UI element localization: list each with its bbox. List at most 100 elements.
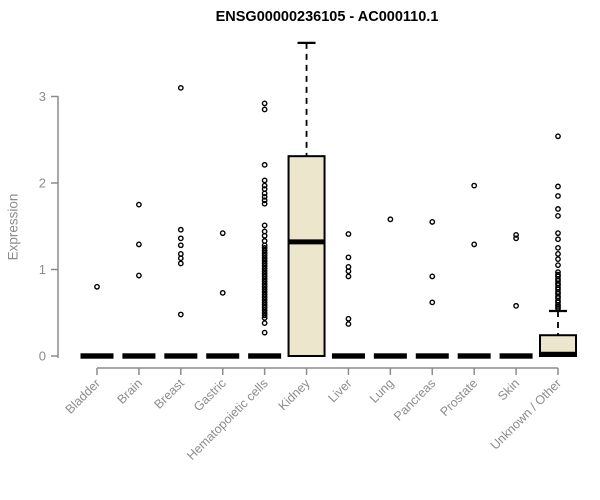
outlier-point <box>555 183 561 190</box>
flat-box-pancreas <box>415 353 449 359</box>
outlier-point <box>261 257 268 264</box>
outlier-point <box>261 100 268 107</box>
outlier-point <box>261 200 268 207</box>
outlier-point <box>555 244 561 251</box>
outlier-point <box>219 289 226 296</box>
flat-box-skin <box>499 353 533 359</box>
outlier-point <box>261 309 268 316</box>
outlier-point <box>345 321 352 327</box>
outlier-point <box>261 244 268 251</box>
outlier-point <box>261 106 268 113</box>
outlier-point <box>261 265 268 272</box>
outlier-point <box>261 270 268 277</box>
y-tick-label: 0 <box>39 349 46 364</box>
outlier-point <box>136 201 142 208</box>
outlier-point <box>555 305 561 312</box>
x-tick-label: Brain <box>114 376 145 407</box>
outlier-point <box>261 247 268 254</box>
outlier-point <box>555 193 561 199</box>
outlier-point <box>471 241 478 248</box>
outlier-point <box>513 235 519 242</box>
outlier-point <box>261 299 268 306</box>
outlier-point <box>177 242 184 249</box>
outlier-point <box>555 212 561 219</box>
x-tick-label: Prostate <box>437 376 480 419</box>
outlier-point <box>345 273 352 280</box>
outlier-point <box>261 304 268 311</box>
flat-box-breast <box>164 353 198 359</box>
outlier-point <box>261 222 268 229</box>
box-kidney <box>287 155 326 357</box>
outlier-point <box>261 296 268 303</box>
outlier-point <box>177 226 184 233</box>
outlier-point <box>555 262 561 269</box>
outlier-point <box>261 302 268 308</box>
x-tick-label: Liver <box>326 376 355 405</box>
outlier-point <box>555 251 561 257</box>
outlier-point <box>261 289 268 295</box>
outlier-point <box>261 252 268 259</box>
flat-box-bladder <box>80 353 114 359</box>
outlier-point <box>261 263 268 269</box>
flat-box-lung <box>373 353 407 359</box>
outlier-point <box>345 315 352 322</box>
outlier-point <box>261 273 268 280</box>
outlier-point <box>471 182 478 189</box>
y-tick-label: 3 <box>39 89 46 104</box>
outlier-point <box>261 315 268 321</box>
flat-box-liver <box>331 353 365 359</box>
flat-box-gastric <box>206 353 240 359</box>
outlier-point <box>555 206 561 212</box>
flat-box-brain <box>122 353 156 359</box>
outlier-point <box>429 219 436 225</box>
outlier-point <box>429 299 436 306</box>
x-tick-label: Skin <box>495 376 522 403</box>
x-tick-label: Breast <box>151 376 187 412</box>
outlier-point <box>136 272 142 279</box>
outlier-point <box>261 197 268 204</box>
outlier-point <box>261 307 268 314</box>
outlier-point <box>555 256 561 263</box>
outlier-point <box>94 283 100 290</box>
outlier-point <box>177 235 184 242</box>
flat-box-hematopoietic-cells <box>248 353 282 359</box>
outlier-point <box>429 273 436 280</box>
outlier-point <box>261 255 268 262</box>
outlier-point <box>555 230 561 237</box>
outlier-point <box>555 133 561 140</box>
outlier-point <box>261 294 268 301</box>
outlier-point <box>261 161 268 168</box>
outlier-point <box>261 329 268 336</box>
outlier-point <box>261 320 268 327</box>
outlier-point <box>261 312 268 319</box>
outlier-point <box>261 232 268 239</box>
outlier-point <box>513 302 519 309</box>
outlier-point <box>261 190 268 197</box>
x-tick-label: Gastric <box>191 376 229 414</box>
outlier-point <box>261 291 268 298</box>
x-tick-label: Unknown / Other <box>488 376 564 452</box>
outlier-point <box>219 230 226 237</box>
outlier-point <box>136 241 142 248</box>
x-tick-label: Kidney <box>276 376 313 413</box>
y-tick-label: 1 <box>39 262 46 277</box>
outlier-point <box>261 268 268 275</box>
outlier-point <box>261 276 268 282</box>
outlier-point <box>261 286 268 293</box>
outlier-point <box>261 242 268 249</box>
outlier-point <box>177 311 184 318</box>
outlier-point <box>261 250 268 256</box>
outlier-point <box>177 84 184 91</box>
outlier-point <box>261 182 268 189</box>
outlier-point <box>261 193 268 200</box>
flat-box-prostate <box>457 353 491 359</box>
outlier-point <box>177 260 184 267</box>
outlier-point <box>261 260 268 267</box>
outlier-point <box>513 231 519 238</box>
outlier-point <box>177 255 184 262</box>
outlier-point <box>261 283 268 290</box>
x-tick-label: Pancreas <box>391 376 438 423</box>
outlier-point <box>345 254 352 261</box>
outlier-point <box>261 177 268 184</box>
